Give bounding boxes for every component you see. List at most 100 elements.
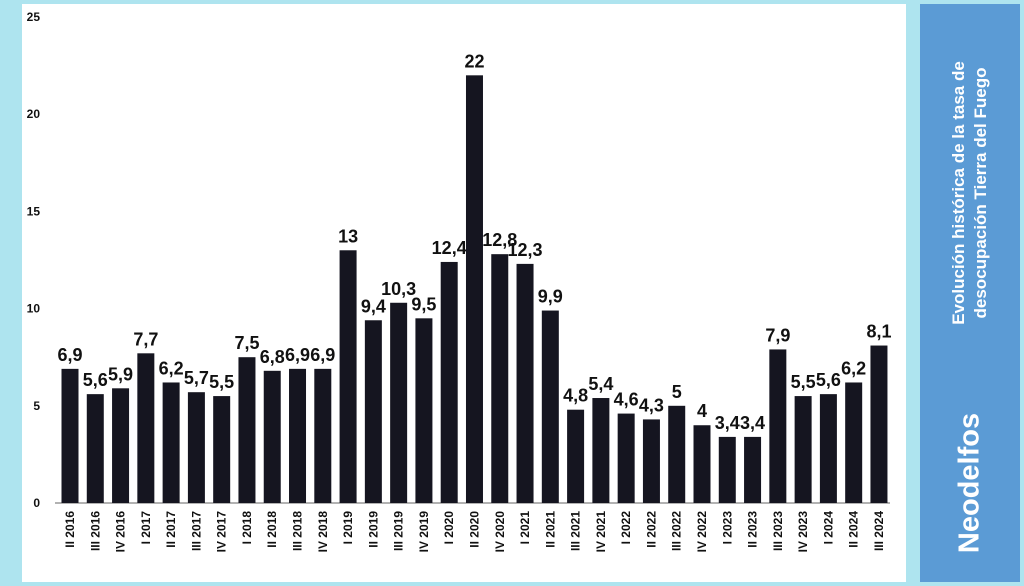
data-label: 3,4 — [715, 413, 740, 433]
x-tick-label: III 2022 — [670, 511, 684, 551]
bar — [718, 436, 736, 503]
x-tick-label: IV 2018 — [316, 511, 330, 553]
data-label: 4,6 — [614, 390, 639, 410]
x-tick-label: II 2018 — [265, 511, 279, 548]
data-label: 5,6 — [83, 370, 108, 390]
y-tick-label: 25 — [27, 10, 41, 24]
bar — [440, 261, 458, 503]
x-tick-label: II 2017 — [164, 511, 178, 548]
data-label: 6,8 — [260, 347, 285, 367]
data-label: 5,9 — [108, 364, 133, 384]
bar — [541, 310, 559, 503]
bar — [693, 425, 711, 503]
data-label: 4,3 — [639, 395, 664, 415]
x-tick-label: IV 2016 — [114, 511, 128, 553]
bar — [390, 302, 408, 503]
x-tick-label: III 2018 — [291, 511, 305, 551]
bar — [314, 368, 332, 503]
x-tick-label: II 2022 — [644, 511, 658, 548]
data-label: 10,3 — [381, 279, 416, 299]
data-label: 6,2 — [159, 358, 184, 378]
bar — [516, 263, 534, 503]
chart-title: Evolución histórica de la tasa de desocu… — [948, 8, 992, 378]
x-tick-label: IV 2020 — [493, 511, 507, 553]
bar — [491, 254, 509, 503]
bar — [794, 396, 812, 503]
x-tick-label: I 2020 — [442, 511, 456, 545]
data-label: 5,5 — [791, 372, 816, 392]
chart-title-container: Evolución histórica de la tasa de desocu… — [920, 8, 1020, 378]
bar — [289, 368, 307, 503]
x-tick-label: III 2021 — [569, 511, 583, 551]
bar — [819, 394, 837, 503]
bar — [668, 405, 686, 503]
bar — [112, 388, 130, 503]
data-label: 5,4 — [588, 374, 613, 394]
x-tick-label: II 2021 — [543, 511, 557, 548]
bar — [567, 409, 585, 503]
x-tick-label: II 2016 — [63, 511, 77, 548]
bar — [238, 357, 256, 503]
bar — [870, 345, 888, 503]
bar — [187, 392, 205, 503]
y-tick-label: 10 — [27, 302, 41, 316]
bar — [162, 382, 180, 503]
data-label: 5,5 — [209, 372, 234, 392]
data-label: 8,1 — [866, 322, 891, 342]
data-label: 12,4 — [432, 238, 467, 258]
data-label: 4 — [697, 401, 707, 421]
data-label: 6,9 — [57, 345, 82, 365]
chart-title-line-2: desocupación Tierra del Fuego — [971, 67, 990, 319]
y-tick-label: 0 — [33, 496, 40, 510]
bar-chart: 0 5 10 15 20 25 6,9 II 2016 5,6 III 2016 5,9 IV 201… — [27, 10, 892, 553]
data-label: 13 — [338, 226, 358, 246]
x-tick-label: I 2019 — [341, 511, 355, 545]
data-label: 4,8 — [563, 386, 588, 406]
x-tick-label: I 2021 — [518, 511, 532, 545]
data-label: 7,9 — [765, 325, 790, 345]
x-tick-label: I 2024 — [821, 511, 835, 545]
x-tick-label: III 2024 — [872, 511, 886, 551]
y-tick-label: 5 — [33, 399, 40, 413]
x-tick-label: I 2023 — [720, 511, 734, 545]
data-label: 5,6 — [816, 370, 841, 390]
bar — [213, 396, 231, 503]
x-tick-label: III 2023 — [771, 511, 785, 551]
data-label: 9,5 — [411, 294, 436, 314]
bar — [769, 349, 787, 503]
data-label: 12,8 — [482, 230, 517, 250]
brand-logo-text: Neodelfos — [953, 412, 986, 553]
data-label: 5,7 — [184, 368, 209, 388]
x-tick-label: II 2019 — [366, 511, 380, 548]
x-tick-label: IV 2021 — [594, 511, 608, 553]
data-label: 6,9 — [310, 345, 335, 365]
data-label: 7,7 — [133, 329, 158, 349]
bar — [642, 419, 660, 503]
x-tick-label: III 2017 — [189, 511, 203, 551]
bar — [137, 353, 155, 503]
x-tick-label: II 2024 — [847, 511, 861, 548]
data-label: 3,4 — [740, 413, 765, 433]
data-label: 22 — [464, 51, 484, 71]
x-tick-label: I 2018 — [240, 511, 254, 545]
bar — [86, 394, 104, 503]
bar — [364, 320, 382, 503]
bar — [617, 413, 635, 503]
data-label: 5 — [672, 382, 682, 402]
data-label: 9,9 — [538, 287, 563, 307]
x-tick-label: III 2016 — [88, 511, 102, 551]
x-tick-label: II 2023 — [746, 511, 760, 548]
x-tick-label: I 2017 — [139, 511, 153, 545]
data-label: 12,3 — [508, 240, 543, 260]
bar — [592, 398, 610, 503]
x-tick-label: IV 2019 — [417, 511, 431, 553]
x-tick-label: IV 2022 — [695, 511, 709, 553]
x-tick-label: IV 2023 — [796, 511, 810, 553]
x-tick-label: I 2022 — [619, 511, 633, 545]
data-label: 6,2 — [841, 358, 866, 378]
data-label: 6,9 — [285, 345, 310, 365]
data-label: 7,5 — [234, 333, 259, 353]
bar — [339, 250, 357, 503]
bar — [744, 436, 762, 503]
